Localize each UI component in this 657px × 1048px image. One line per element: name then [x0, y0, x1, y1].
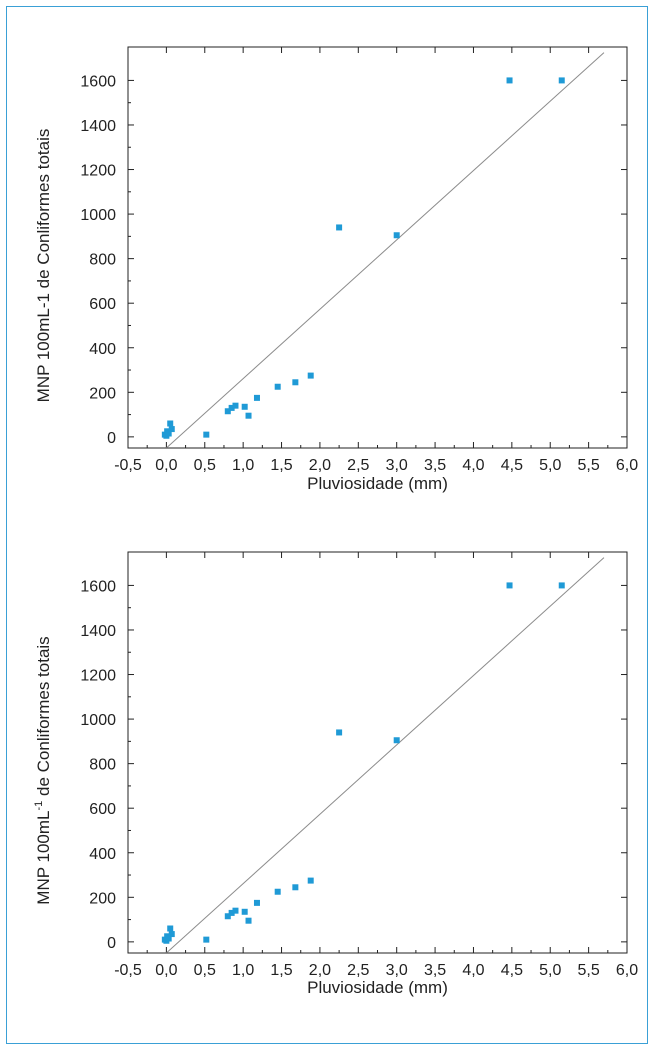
trend-line — [166, 557, 605, 953]
data-point — [232, 402, 239, 409]
data-point — [393, 232, 400, 239]
data-point — [241, 403, 248, 410]
x-tick-label: 3,0 — [386, 457, 408, 474]
x-tick-label: 5,0 — [539, 962, 561, 979]
x-axis-label: Pluviosidade (mm) — [307, 474, 448, 493]
y-tick-label: 400 — [89, 846, 116, 863]
y-tick-label: 800 — [89, 757, 116, 774]
x-axis-label: Pluviosidade (mm) — [307, 978, 448, 997]
x-tick-label: 4,0 — [462, 457, 484, 474]
x-tick-label: 3,0 — [386, 962, 408, 979]
data-point — [558, 77, 565, 84]
x-tick-label: 0,5 — [194, 962, 216, 979]
data-point — [253, 899, 260, 906]
data-point — [292, 379, 299, 386]
chart-top: -0,5 0,0 0,5 1,0 1,5 2,0 2,5 3,0 3,5 4,0 4,5 5,0 5,5… — [34, 46, 638, 493]
y-tick-label: 1600 — [80, 73, 116, 90]
data-point — [228, 404, 235, 411]
y-tick-label: 200 — [89, 385, 116, 402]
y-axis-label-suffix: de Conliformes totais — [34, 636, 53, 800]
data-point — [232, 907, 239, 914]
data-point — [506, 582, 513, 589]
data-point — [307, 372, 314, 379]
x-tick-label: 0,0 — [155, 962, 177, 979]
y-tick-label: 1200 — [80, 668, 116, 685]
y-tick-label: 1400 — [80, 118, 116, 135]
chart-bottom: -0,5 0,0 0,5 1,0 1,5 2,0 2,5 3,0 3,5 4,0 4,5 5,0 5,5… — [33, 551, 638, 997]
y-axis-label: MNP 100mL-1 de Conliformes totais — [34, 129, 53, 403]
data-point — [165, 935, 172, 942]
data-point — [307, 877, 314, 884]
data-point — [203, 431, 210, 438]
y-tick-label: 200 — [89, 890, 116, 907]
trend-line — [166, 52, 605, 448]
x-tick-label: -0,5 — [114, 962, 142, 979]
x-tick-label: 1,5 — [270, 457, 292, 474]
data-point — [224, 408, 231, 415]
y-axis-label-main: MNP 100mL — [34, 811, 53, 905]
data-point — [168, 931, 175, 938]
data-point — [336, 224, 343, 231]
data-point — [274, 383, 281, 390]
x-tick-label: 6,0 — [616, 962, 638, 979]
data-point — [168, 426, 175, 433]
figure-frame — [6, 6, 648, 1044]
y-axis-label: MNP 100mL-1 de Conliformes totais — [33, 636, 53, 904]
x-tick-label: 1,5 — [270, 962, 292, 979]
data-point — [241, 908, 248, 915]
data-point — [245, 917, 252, 924]
x-tick-label: 5,5 — [577, 457, 599, 474]
data-point — [167, 420, 174, 427]
plot-area-frame — [127, 551, 628, 954]
x-tick-label: 6,0 — [616, 457, 638, 474]
y-tick-label: 1600 — [80, 578, 116, 595]
x-tick-label: 5,5 — [577, 962, 599, 979]
x-tick-label: 1,0 — [232, 962, 254, 979]
x-tick-label: 2,5 — [347, 962, 369, 979]
data-point — [292, 884, 299, 891]
x-tick-label: 4,0 — [462, 962, 484, 979]
data-point — [245, 412, 252, 419]
y-axis-label-main: MNP 100mL-1 de Conliformes totais — [34, 129, 53, 403]
y-axis-label-superscript: -1 — [33, 801, 45, 811]
x-tick-label: -0,5 — [114, 457, 142, 474]
data-point — [506, 77, 513, 84]
data-point — [167, 925, 174, 932]
y-tick-label: 0 — [107, 430, 116, 447]
data-point — [165, 430, 172, 437]
data-point — [336, 729, 343, 736]
x-tick-label: 5,0 — [539, 457, 561, 474]
x-tick-label: 2,0 — [309, 457, 331, 474]
plot-area-frame — [127, 46, 628, 449]
y-tick-label: 1200 — [80, 163, 116, 180]
x-tick-label: 2,5 — [347, 457, 369, 474]
data-point — [558, 582, 565, 589]
x-tick-label: 0,5 — [194, 457, 216, 474]
x-tick-label: 0,0 — [155, 457, 177, 474]
y-tick-label: 600 — [89, 296, 116, 313]
data-point — [393, 737, 400, 744]
x-tick-label: 3,5 — [424, 457, 446, 474]
x-tick-label: 2,0 — [309, 962, 331, 979]
y-tick-label: 1000 — [80, 207, 116, 224]
y-tick-label: 0 — [107, 935, 116, 952]
y-tick-label: 1400 — [80, 623, 116, 640]
data-point — [274, 888, 281, 895]
y-tick-label: 1000 — [80, 712, 116, 729]
x-tick-label: 4,5 — [501, 962, 523, 979]
x-tick-label: 3,5 — [424, 962, 446, 979]
y-tick-label: 800 — [89, 252, 116, 269]
x-tick-label: 4,5 — [501, 457, 523, 474]
y-tick-label: 400 — [89, 341, 116, 358]
y-tick-label: 600 — [89, 801, 116, 818]
data-point — [228, 909, 235, 916]
data-point — [224, 913, 231, 920]
data-point — [253, 394, 260, 401]
x-tick-label: 1,0 — [232, 457, 254, 474]
data-point — [203, 936, 210, 943]
